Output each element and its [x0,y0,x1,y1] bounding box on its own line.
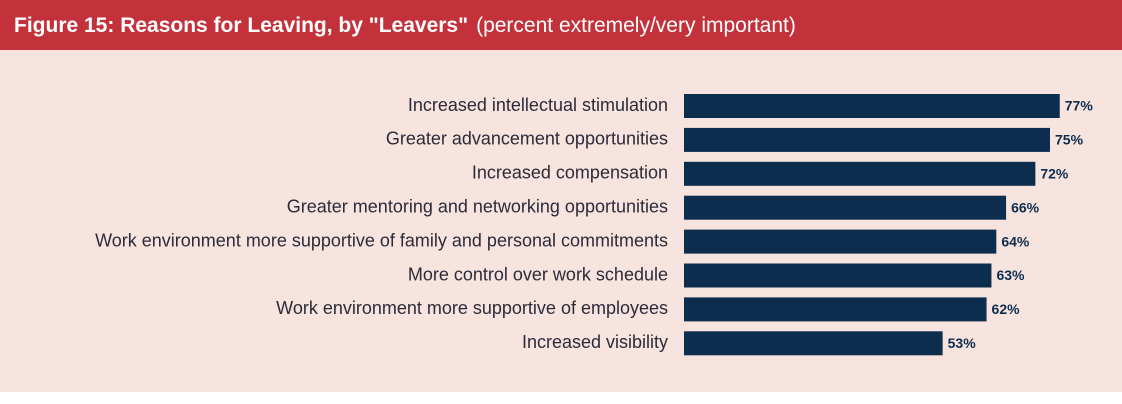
bar [684,195,1007,220]
bar [684,127,1050,152]
value-label: 64% [1001,233,1030,249]
category-label: Work environment more supportive of empl… [276,298,668,318]
value-label: 66% [1011,199,1040,215]
value-label: 53% [948,335,977,351]
header-band [0,0,1122,50]
category-label: Increased intellectual stimulation [408,95,668,115]
value-label: 72% [1040,166,1069,182]
value-label: 63% [996,267,1025,283]
bar [684,263,992,288]
bar [684,331,943,356]
bar [684,94,1060,118]
value-label: 62% [992,301,1021,317]
value-label: 77% [1065,98,1094,114]
bar [684,297,987,322]
bar [684,229,997,254]
category-label: Increased visibility [522,332,668,352]
category-label: Work environment more supportive of fami… [95,230,668,250]
category-label: Greater advancement opportunities [386,129,668,149]
category-label: Increased compensation [472,163,668,183]
category-label: More control over work schedule [408,264,668,284]
chart-title: Figure 15: Reasons for Leaving, by "Leav… [14,14,468,37]
header: Figure 15: Reasons for Leaving, by "Leav… [14,14,796,37]
chart-subtitle: (percent extremely/very important) [476,14,796,37]
bar [684,161,1036,186]
category-label: Greater mentoring and networking opportu… [287,196,668,216]
value-label: 75% [1055,132,1084,148]
